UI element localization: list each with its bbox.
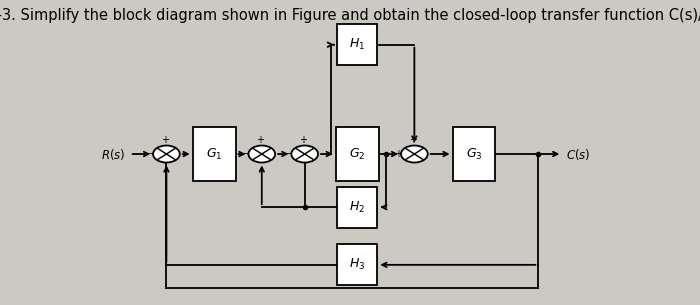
Bar <box>337 187 377 228</box>
Text: $G_2$: $G_2$ <box>349 146 365 162</box>
Text: +: + <box>394 149 402 159</box>
Bar <box>336 127 379 181</box>
Text: +: + <box>256 135 265 145</box>
Text: $C(s)$: $C(s)$ <box>566 146 591 162</box>
Circle shape <box>153 145 180 163</box>
Bar <box>452 127 496 181</box>
Circle shape <box>401 145 428 163</box>
Bar <box>337 24 377 65</box>
Text: $R(s)$: $R(s)$ <box>102 146 126 162</box>
Circle shape <box>291 145 318 163</box>
Text: +: + <box>161 135 169 145</box>
Text: $G_1$: $G_1$ <box>206 146 223 162</box>
Text: $H_2$: $H_2$ <box>349 199 365 215</box>
Text: $H_1$: $H_1$ <box>349 37 365 52</box>
Text: $H_3$: $H_3$ <box>349 257 365 272</box>
Text: −: − <box>241 149 250 159</box>
Text: −: − <box>146 149 155 159</box>
Bar <box>193 127 236 181</box>
Text: +: + <box>409 135 417 145</box>
Circle shape <box>248 145 275 163</box>
Text: −: − <box>285 149 293 159</box>
Text: $G_3$: $G_3$ <box>466 146 482 162</box>
Text: +: + <box>300 135 307 145</box>
Bar <box>337 244 377 285</box>
Text: B–2–3. Simplify the block diagram shown in Figure and obtain the closed-loop tra: B–2–3. Simplify the block diagram shown … <box>0 8 700 23</box>
